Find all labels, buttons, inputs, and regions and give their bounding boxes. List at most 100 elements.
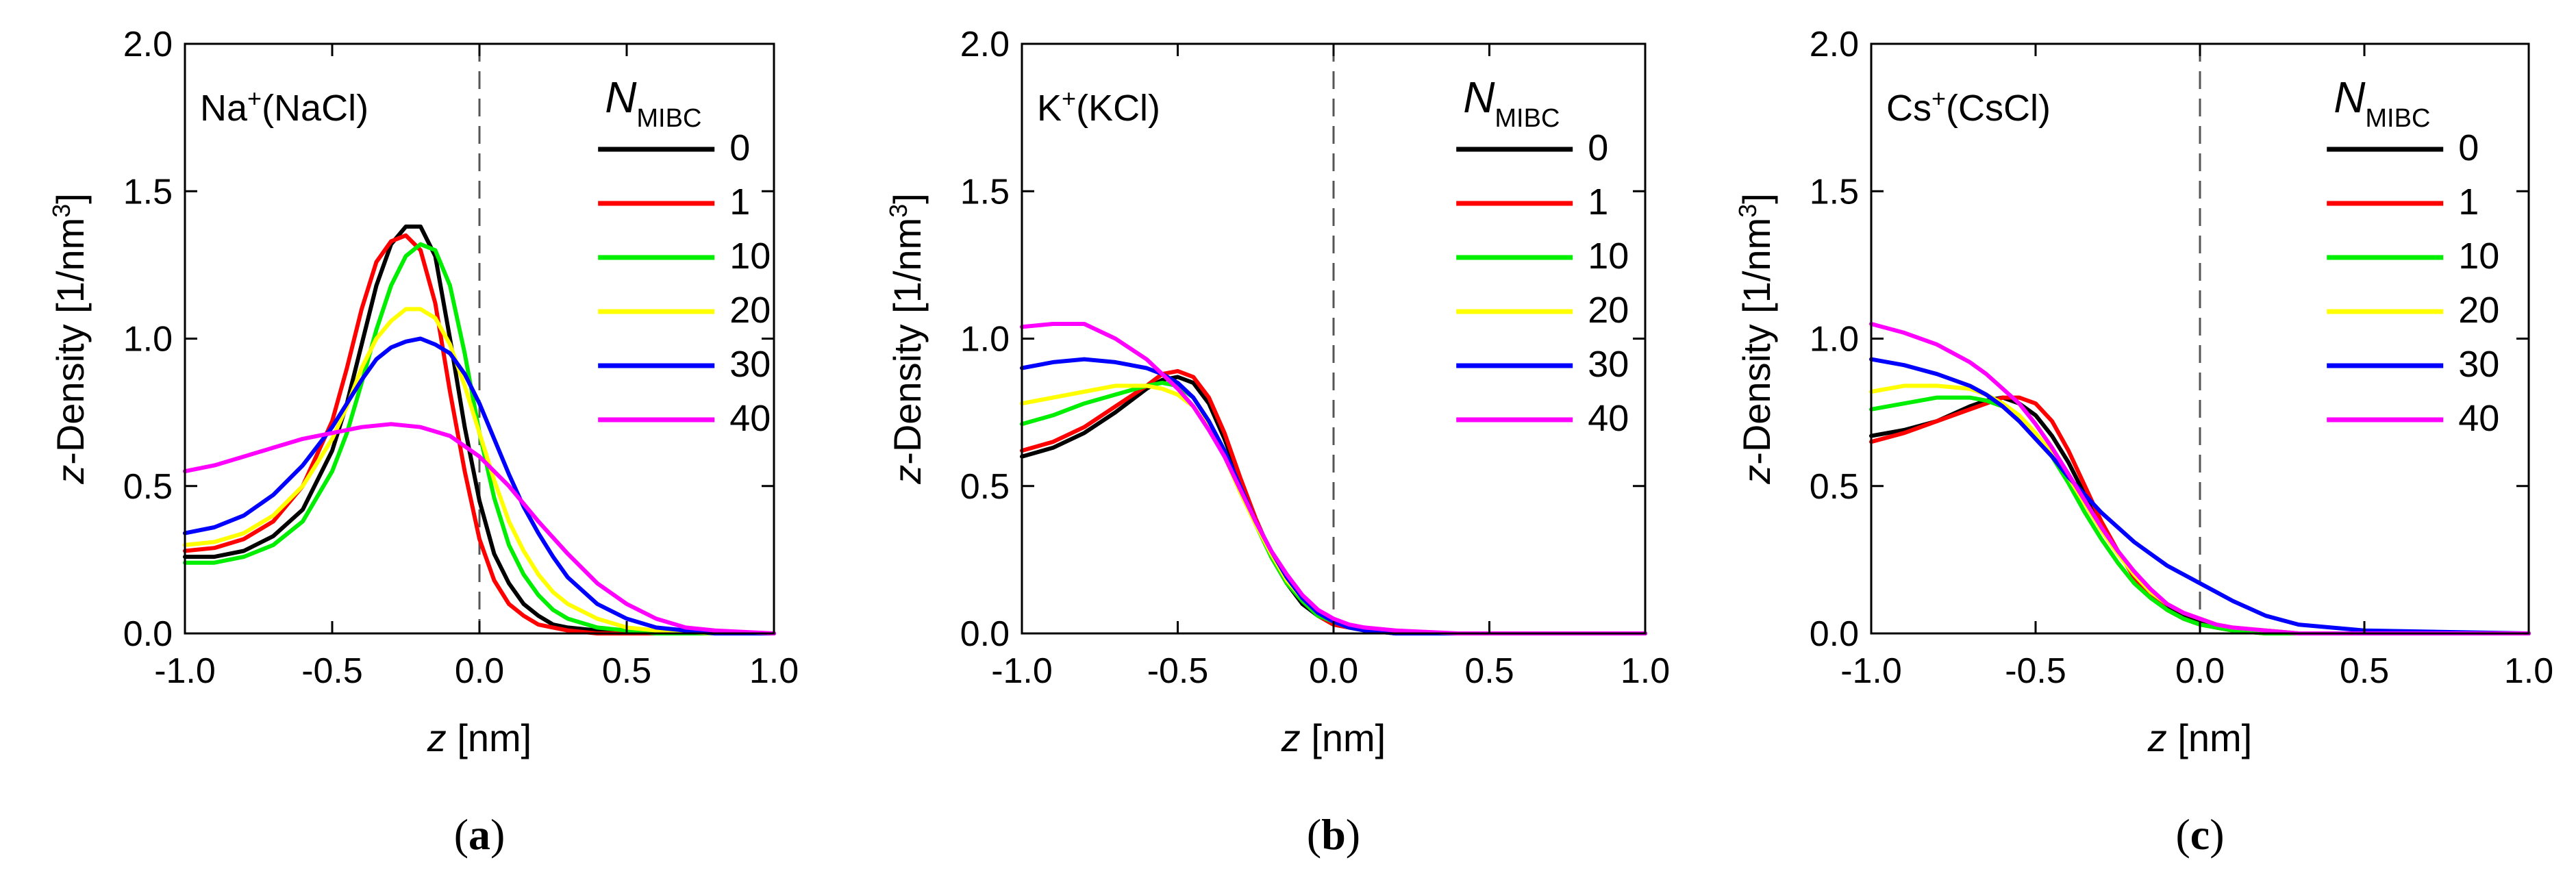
- x-tick-label: -1.0: [991, 651, 1053, 691]
- y-axis-rest: -Density [1/nm: [1735, 218, 1778, 465]
- legend-label-40: 40: [729, 398, 771, 439]
- x-tick-label: 1.0: [2504, 651, 2553, 691]
- legend-label-40: 40: [1588, 398, 1629, 439]
- panel-label-close: ): [1346, 810, 1360, 859]
- ion-charge: +: [247, 84, 262, 112]
- y-axis-prefix: z: [886, 465, 929, 485]
- x-axis-var: z: [2147, 716, 2167, 759]
- y-axis-close: ]: [1735, 193, 1778, 204]
- legend-label-1: 1: [729, 181, 750, 223]
- y-tick-label: 0.5: [960, 467, 1010, 507]
- series-line-40: [1020, 322, 1647, 635]
- x-tick-label: -1.0: [154, 651, 216, 691]
- x-axis-var: z: [1281, 716, 1301, 759]
- series-line-20: [183, 307, 776, 635]
- legend-label-30: 30: [1588, 344, 1629, 385]
- x-tick-label: 0.5: [602, 651, 651, 691]
- legend-title-var: N: [2334, 73, 2366, 122]
- ion-name: K: [1037, 88, 1062, 129]
- y-tick-label: 1.5: [1810, 172, 1859, 212]
- chart-panel-a: -1.0 -0.5 0.0 0.5 1.00.00.51.01.52.0z [nm]z-…: [47, 25, 799, 859]
- legend-title: NMIBC: [2334, 73, 2430, 133]
- chart-panel-b: -1.0 -0.5 0.0 0.5 1.00.00.51.01.52.0z [nm]z-…: [884, 25, 1671, 859]
- x-tick-label: -0.5: [2005, 651, 2066, 691]
- legend-label-1: 1: [1588, 181, 1608, 223]
- legend-label-10: 10: [2458, 236, 2499, 277]
- ion-charge: +: [1062, 84, 1076, 112]
- y-tick-label: 0.0: [1810, 614, 1859, 654]
- legend-label-0: 0: [2458, 127, 2479, 168]
- ion-annotation: K+(KCl): [1037, 84, 1160, 129]
- series-line-30: [183, 336, 776, 635]
- x-axis-title: z [nm]: [2147, 716, 2252, 759]
- x-tick-label: 0.5: [1464, 651, 1514, 691]
- series-line-30: [1869, 357, 2531, 635]
- panel-label: (c): [2175, 810, 2224, 859]
- legend-title-var: N: [1463, 73, 1495, 122]
- legend-label-20: 20: [2458, 290, 2499, 331]
- x-tick-label: 0.5: [2340, 651, 2389, 691]
- y-axis-title: z-Density [1/nm3]: [1734, 193, 1779, 485]
- x-tick-label: -1.0: [1840, 651, 1902, 691]
- legend-label-30: 30: [2458, 344, 2499, 385]
- y-axis-prefix: z: [49, 465, 92, 485]
- panel-label-open: (: [2175, 810, 2190, 859]
- legend-label-0: 0: [729, 127, 750, 168]
- ion-salt: (NaCl): [262, 88, 368, 129]
- panel-label-close: ): [2210, 810, 2224, 859]
- x-axis-title: z [nm]: [427, 716, 532, 759]
- series-line-10: [1869, 395, 2531, 635]
- ion-name: Na: [200, 88, 248, 129]
- x-tick-label: 1.0: [749, 651, 799, 691]
- y-axis-rest: -Density [1/nm: [886, 218, 929, 465]
- y-axis-rest: -Density [1/nm: [49, 218, 92, 465]
- y-axis-title: z-Density [1/nm3]: [47, 193, 92, 485]
- panel-label: (a): [454, 810, 505, 859]
- y-axis-exponent: 3: [884, 204, 912, 218]
- legend-label-0: 0: [1588, 127, 1608, 168]
- y-axis-title: z-Density [1/nm3]: [884, 193, 929, 485]
- x-axis-var: z: [427, 716, 447, 759]
- y-axis-exponent: 3: [47, 204, 75, 218]
- x-axis-unit: [nm]: [447, 716, 532, 759]
- y-tick-label: 1.0: [123, 320, 173, 360]
- y-tick-label: 0.5: [123, 467, 173, 507]
- y-tick-label: 1.5: [960, 172, 1010, 212]
- x-axis-title: z [nm]: [1281, 716, 1386, 759]
- x-axis-unit: [nm]: [2167, 716, 2252, 759]
- ion-charge: +: [1931, 84, 1946, 112]
- panel-label-open: (: [454, 810, 468, 859]
- ion-annotation: Cs+(CsCl): [1886, 84, 2051, 129]
- x-tick-label: 1.0: [1621, 651, 1670, 691]
- y-tick-label: 0.0: [960, 614, 1010, 654]
- x-tick-label: -0.5: [1147, 651, 1209, 691]
- panel-label: (b): [1307, 810, 1360, 859]
- legend-title-sub: MIBC: [636, 104, 701, 133]
- y-tick-label: 2.0: [123, 25, 173, 64]
- x-tick-label: 0.0: [455, 651, 504, 691]
- legend-title: NMIBC: [1463, 73, 1560, 133]
- ion-salt: (CsCl): [1946, 88, 2051, 129]
- y-axis-close: ]: [886, 193, 929, 204]
- y-tick-label: 1.0: [960, 320, 1010, 360]
- legend-title-sub: MIBC: [1495, 104, 1560, 133]
- legend-label-20: 20: [729, 290, 771, 331]
- legend-title-sub: MIBC: [2365, 104, 2430, 133]
- panel-label-close: ): [490, 810, 505, 859]
- y-axis-exponent: 3: [1734, 204, 1762, 218]
- y-tick-label: 2.0: [960, 25, 1010, 64]
- ion-annotation: Na+(NaCl): [200, 84, 368, 129]
- ion-name: Cs: [1886, 88, 1931, 129]
- series-line-40: [183, 422, 776, 635]
- x-tick-label: 0.0: [1309, 651, 1358, 691]
- ion-salt: (KCl): [1076, 88, 1160, 129]
- legend-label-1: 1: [2458, 181, 2479, 223]
- x-axis-unit: [nm]: [1301, 716, 1386, 759]
- y-tick-label: 2.0: [1810, 25, 1859, 64]
- panel-label-open: (: [1307, 810, 1321, 859]
- legend-title-var: N: [605, 73, 637, 122]
- y-axis-prefix: z: [1735, 465, 1778, 485]
- series-line-0: [183, 224, 776, 635]
- panel-label-letter: b: [1321, 810, 1346, 859]
